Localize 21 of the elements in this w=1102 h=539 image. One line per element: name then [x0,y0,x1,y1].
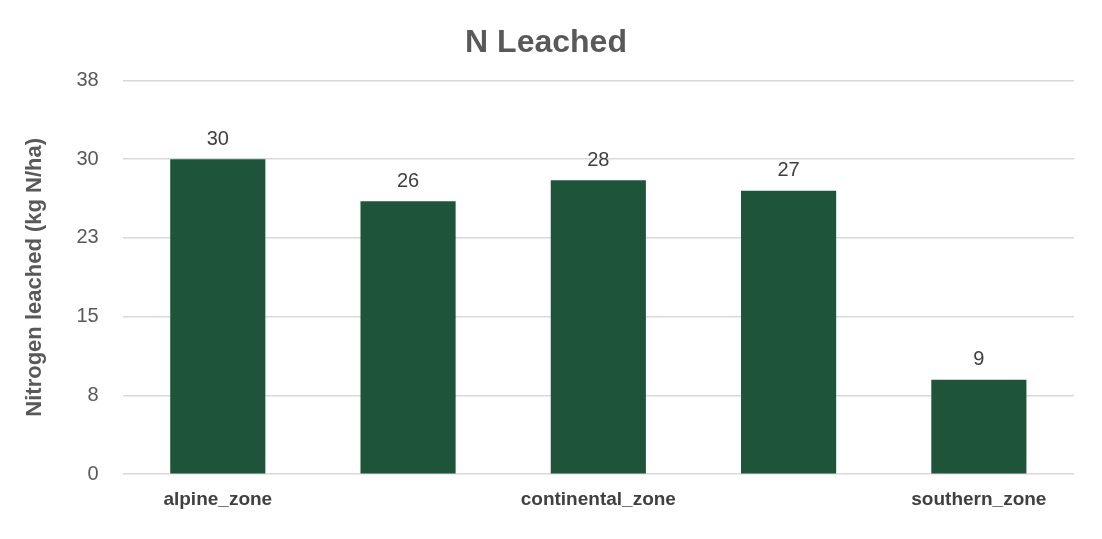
bar [360,201,456,474]
data-label: 26 [396,168,420,191]
data-label: 27 [777,158,800,181]
bar [741,190,837,474]
y-tick-label: 8 [87,382,99,405]
y-tick-label: 15 [76,304,99,327]
chart-title: N Leached [465,23,627,60]
y-tick-label: 23 [76,225,99,248]
data-label: 28 [587,147,610,170]
bar [931,379,1027,474]
y-tick-label: 30 [76,146,99,169]
x-tick-label: southern_zone [911,487,1047,509]
x-tick-label: continental_zone [520,487,676,509]
data-label: 9 [973,347,985,370]
bar [170,159,266,474]
data-label: 30 [206,126,229,149]
bar [550,180,646,474]
y-tick-label: 0 [87,461,99,484]
x-tick-label: alpine_zone [163,487,273,509]
y-tick-label: 38 [76,67,99,90]
y-axis-title: Nitrogen leached (kg N/ha) [21,137,47,417]
